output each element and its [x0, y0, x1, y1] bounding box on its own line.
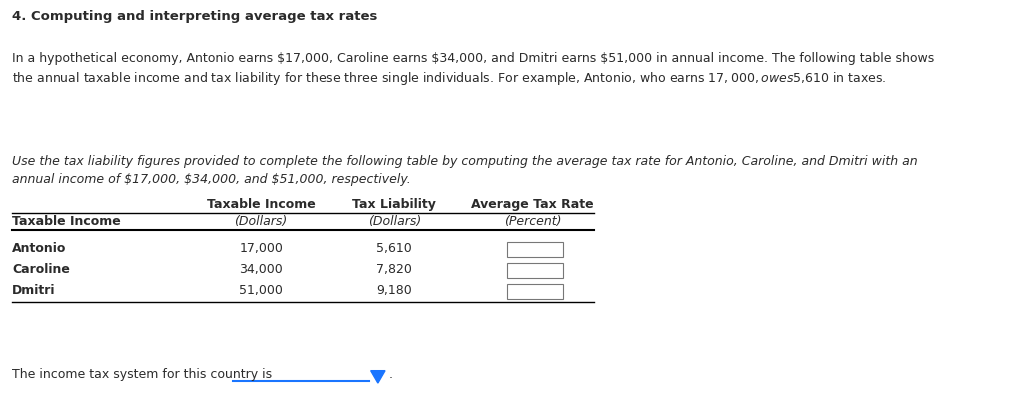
Text: Dmitri: Dmitri [12, 284, 55, 297]
Text: (Percent): (Percent) [504, 215, 561, 228]
Text: Average Tax Rate: Average Tax Rate [471, 198, 594, 211]
Text: Use the tax liability figures provided to complete the following table by comput: Use the tax liability figures provided t… [12, 155, 918, 168]
Text: .: . [389, 368, 393, 381]
Text: Antonio: Antonio [12, 242, 67, 255]
Text: 34,000: 34,000 [240, 263, 283, 276]
Text: The income tax system for this country is: The income tax system for this country i… [12, 368, 272, 381]
Bar [507, 242, 563, 257]
Text: 51,000: 51,000 [240, 284, 283, 297]
Text: Taxable Income: Taxable Income [12, 215, 121, 228]
Text: (Dollars): (Dollars) [234, 215, 288, 228]
Text: (Dollars): (Dollars) [368, 215, 421, 228]
Polygon shape [371, 371, 385, 383]
Text: 17,000: 17,000 [240, 242, 283, 255]
Text: 4. Computing and interpreting average tax rates: 4. Computing and interpreting average ta… [12, 10, 378, 23]
Text: annual income of $17,000, $34,000, and $51,000, respectively.: annual income of $17,000, $34,000, and $… [12, 173, 411, 186]
Text: Taxable Income: Taxable Income [207, 198, 315, 211]
Text: 5,610: 5,610 [377, 242, 412, 255]
Text: the annual taxable income and tax liability for these three single individuals. : the annual taxable income and tax liabil… [12, 70, 887, 87]
Bar [507, 284, 563, 299]
Text: 9,180: 9,180 [377, 284, 412, 297]
Text: Caroline: Caroline [12, 263, 71, 276]
Text: 7,820: 7,820 [376, 263, 413, 276]
Bar [507, 263, 563, 278]
Text: In a hypothetical economy, Antonio earns $17,000, Caroline earns $34,000, and Dm: In a hypothetical economy, Antonio earns… [12, 52, 935, 65]
Text: Tax Liability: Tax Liability [352, 198, 436, 211]
